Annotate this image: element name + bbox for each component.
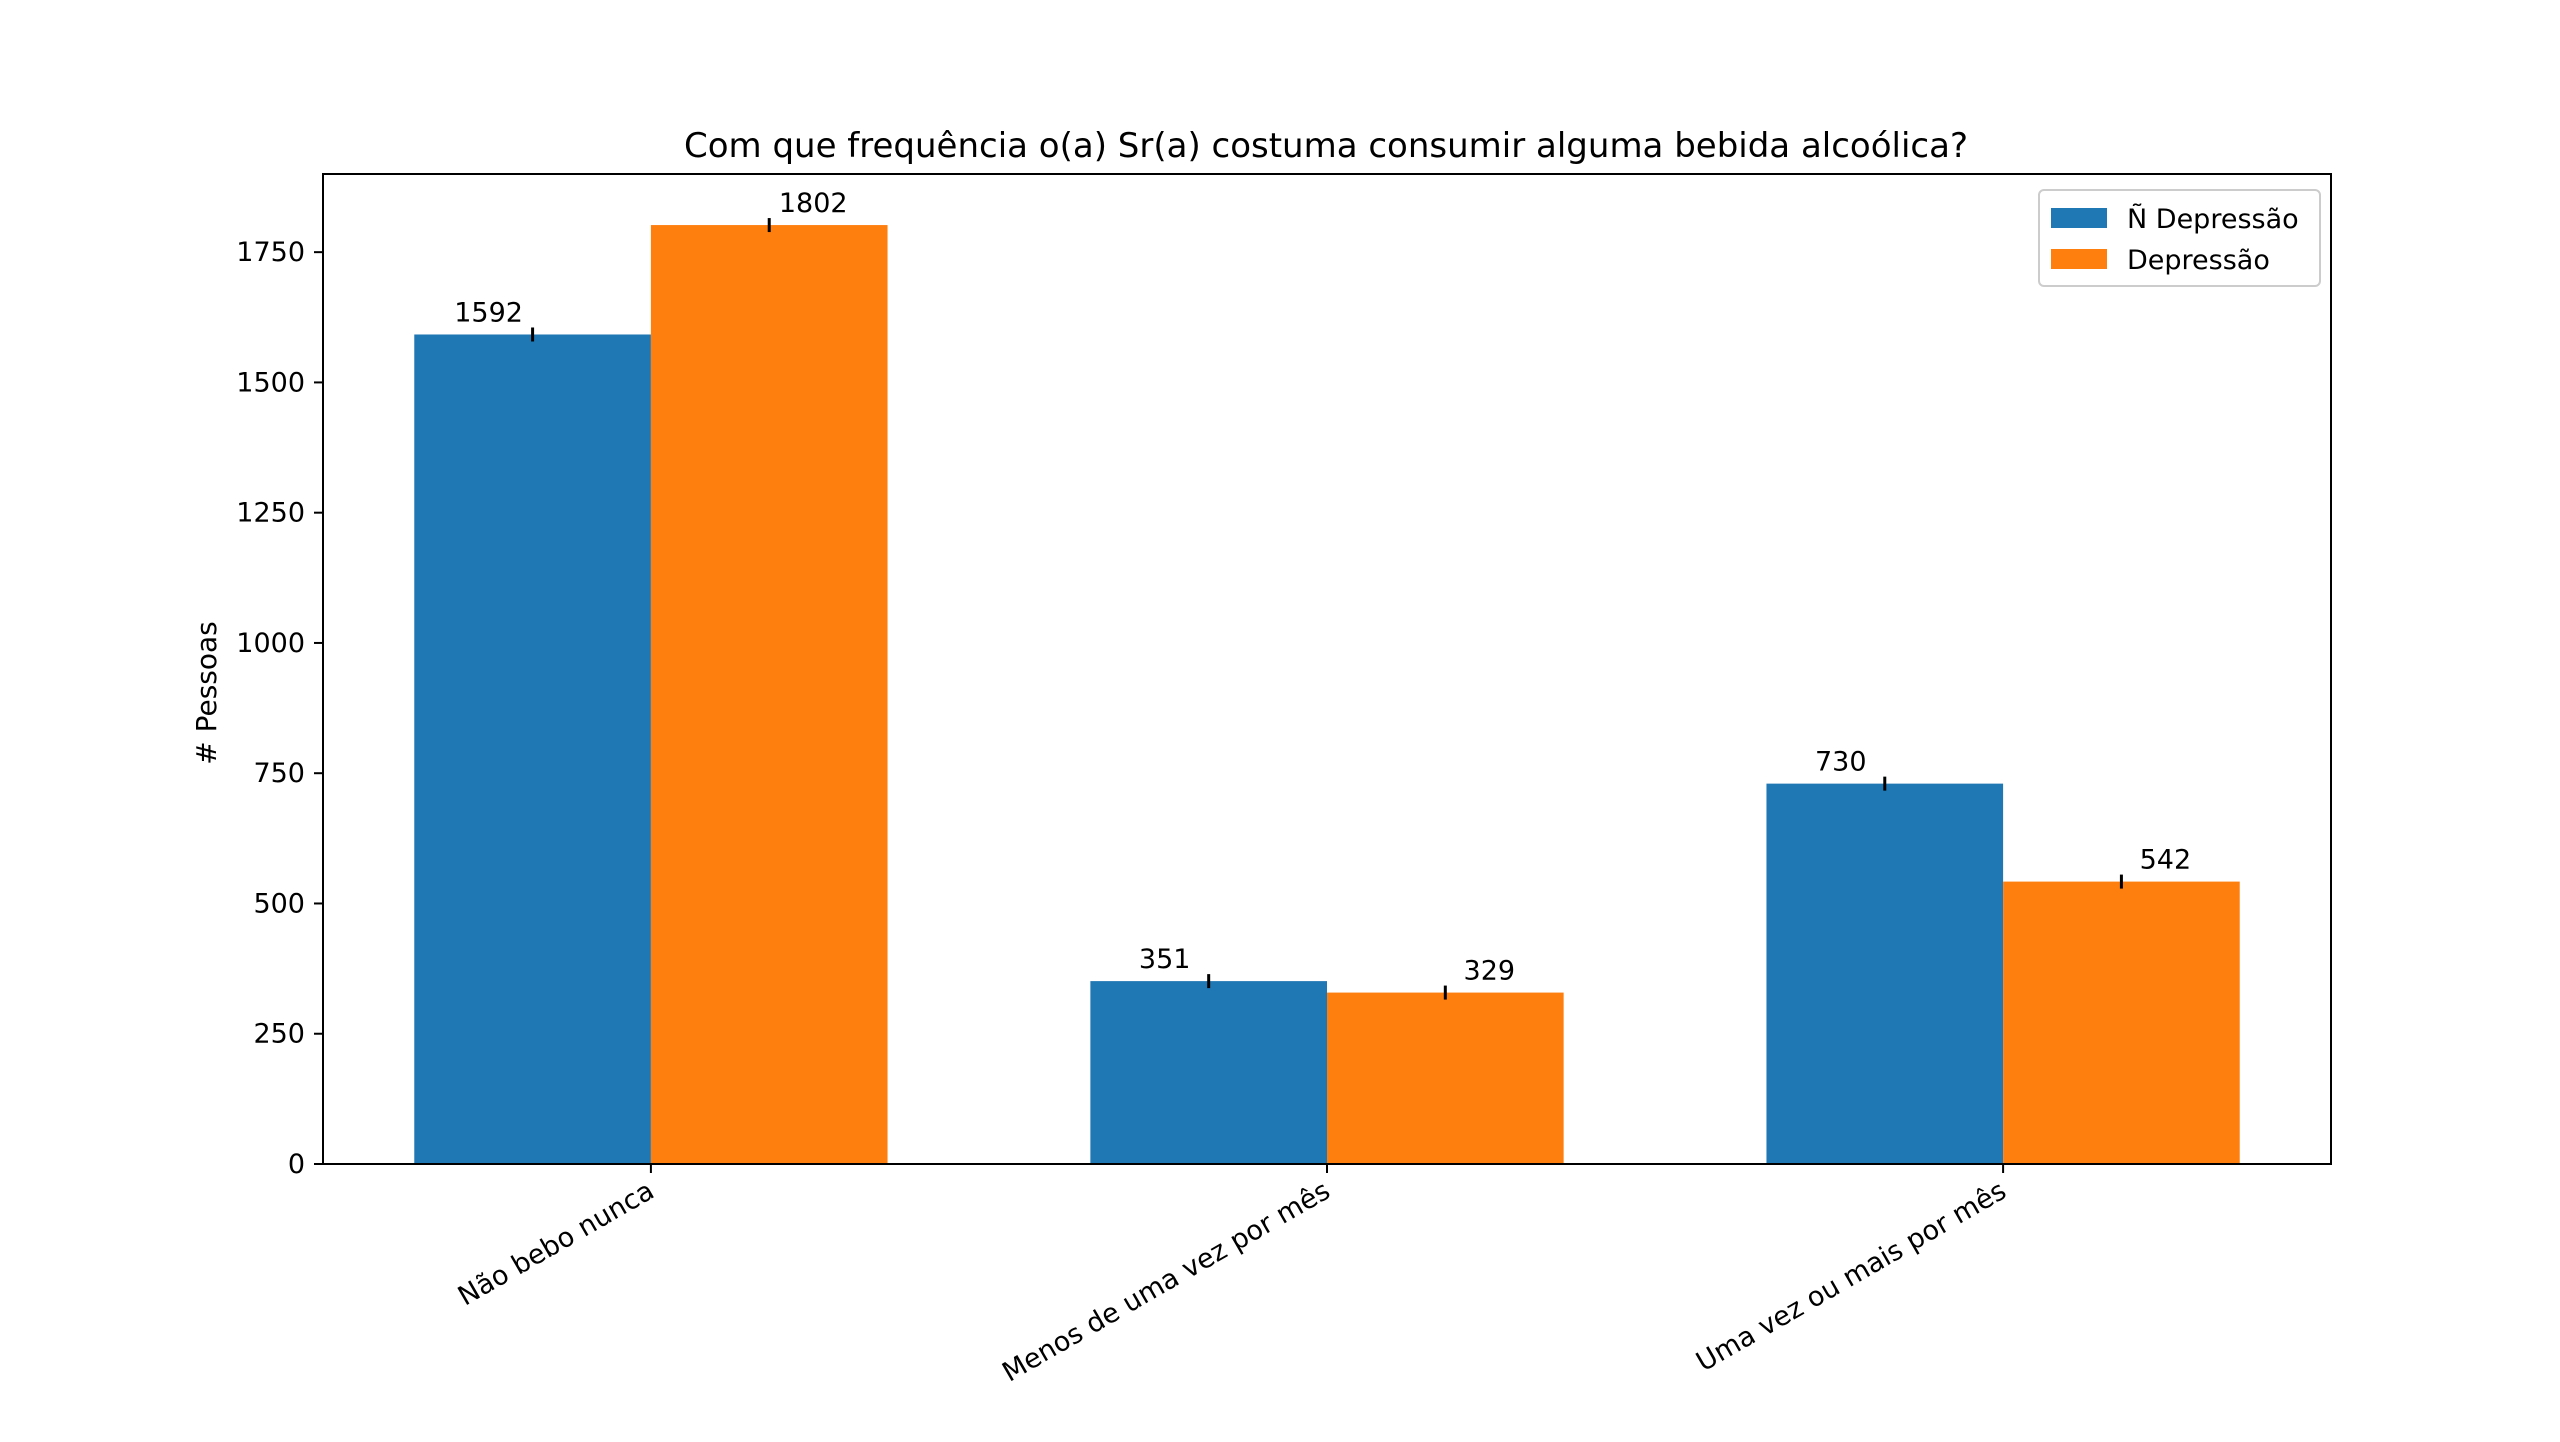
y-tick-label: 1500 — [236, 367, 305, 398]
bar-value-label: 351 — [1139, 944, 1191, 975]
bar-value-label: 542 — [2140, 845, 2192, 876]
plot-area: 1592 351 730 1802 329 542 0 250 500 750 1000 1250 15… — [236, 173, 2332, 1388]
y-axis-label: # Pessoas — [190, 621, 223, 765]
bar-value-label: 329 — [1464, 956, 1516, 987]
legend-label: Ñ Depressão — [2127, 203, 2299, 235]
y-axis-label-group: # Pessoas — [190, 621, 223, 765]
bar-value-label: 1592 — [454, 297, 523, 328]
y-tick-label: 500 — [253, 888, 305, 919]
legend-swatch — [2051, 249, 2107, 269]
chart-title: Com que frequência o(a) Sr(a) costuma co… — [684, 126, 1968, 166]
legend-swatch — [2051, 208, 2107, 228]
bar-n-depressao-0 — [414, 334, 651, 1164]
legend-box — [2038, 189, 2321, 287]
bar-n-depressao-1 — [1090, 981, 1327, 1164]
y-tick-label: 1000 — [236, 628, 305, 659]
bar-depressao-0 — [650, 225, 888, 1164]
bar-depressao-2 — [2003, 881, 2240, 1164]
y-tick-label: 1250 — [236, 498, 305, 529]
legend-label: Depressão — [2127, 245, 2270, 276]
bar-value-label: 1802 — [779, 188, 848, 219]
y-tick-label: 750 — [253, 758, 305, 789]
y-tick-label: 250 — [253, 1019, 305, 1050]
bar-value-label: 730 — [1815, 747, 1867, 778]
y-tick-label: 0 — [288, 1149, 305, 1180]
bar-depressao-1 — [1327, 992, 1564, 1164]
y-tick-label: 1750 — [236, 237, 305, 268]
bar-n-depressao-2 — [1766, 783, 2004, 1164]
